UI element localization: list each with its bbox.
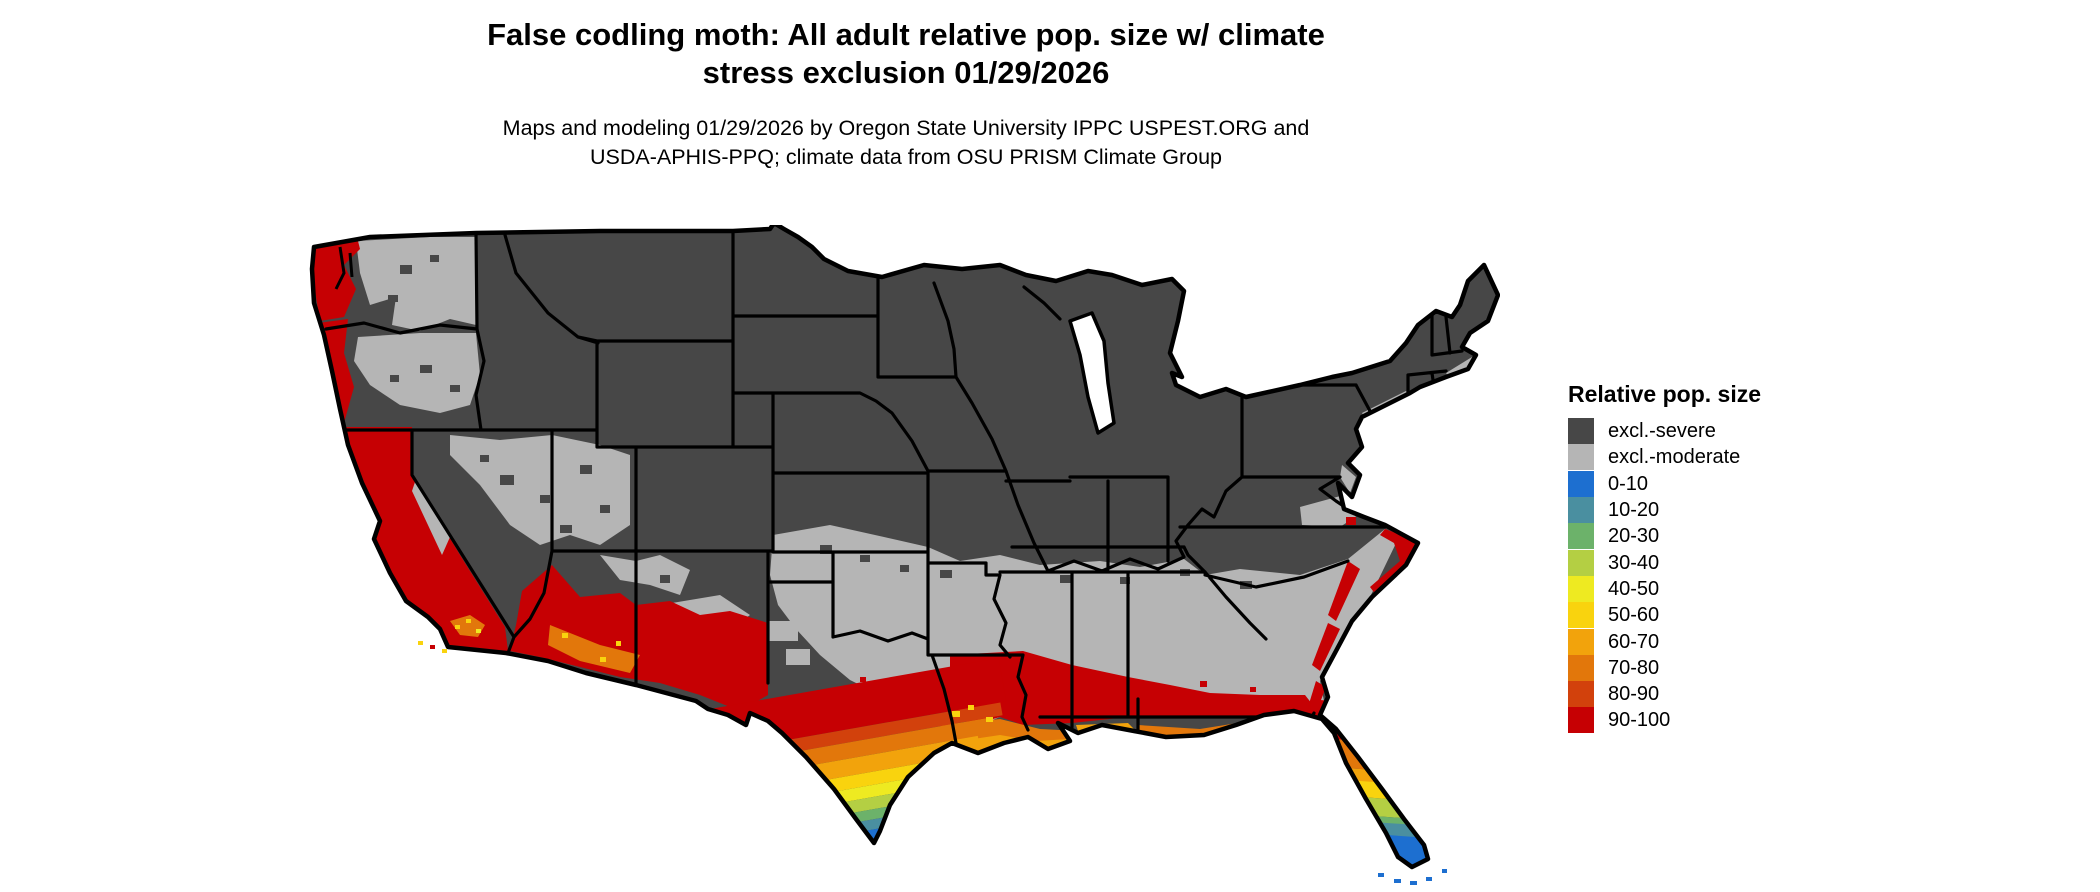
map-region-norfolk-red-dot [1346, 517, 1356, 525]
legend-entry: 40-50 [1568, 575, 1868, 602]
legend-label: 0-10 [1608, 472, 1649, 495]
map-fleck-socal-yellow-1 [455, 625, 460, 629]
map-region-california-red [336, 427, 508, 651]
map-fleck-houston-yellow-3 [986, 717, 993, 722]
map-patch-west-texas-moderate [768, 621, 798, 641]
puget-sound-inlets [334, 246, 354, 290]
legend-entry: 20-30 [1568, 523, 1868, 550]
credits-subtitle: Maps and modeling 01/29/2026 by Oregon S… [0, 114, 1812, 172]
map-region-sierra-moderate-sliver [412, 479, 450, 555]
legend-entry: 10-20 [1568, 497, 1868, 524]
map-region-arizona-orange-blob [548, 625, 640, 673]
lake-michigan [1068, 311, 1116, 435]
map-region-oregon-interior-moderate [354, 333, 480, 413]
legend-swatch [1568, 602, 1594, 629]
page-title: False codling moth: All adult relative p… [0, 16, 1812, 92]
map-fleck-az-yellow-1 [562, 633, 568, 638]
legend-label: 50-60 [1608, 604, 1660, 627]
legend-entry: excl.-moderate [1568, 444, 1868, 471]
legend-label: 70-80 [1608, 656, 1660, 679]
legend-label: 30-40 [1608, 551, 1660, 574]
us-map-svg [300, 225, 1500, 885]
legend-swatch [1568, 418, 1594, 445]
legend-entry: 60-70 [1568, 628, 1868, 655]
map-region-florida-gradient [1298, 699, 1456, 867]
legend-label: 40-50 [1608, 577, 1660, 600]
map-region-carolina-coast-red-2 [1312, 623, 1340, 671]
map-fleck-socal-yellow-3 [476, 629, 481, 633]
legend-rows: excl.-severe excl.-moderate 0-10 10-20 20-30… [1568, 418, 1868, 734]
legend-label: 90-100 [1608, 709, 1671, 732]
legend-label: 10-20 [1608, 499, 1660, 522]
map-fleck-socal-yellow-2 [466, 619, 471, 623]
map-region-arizona-highlands-moderate [600, 555, 690, 595]
map-region-gulf-coast-red-band [950, 651, 1316, 725]
map-region-carolina-coast-red-1 [1328, 561, 1360, 621]
legend-label: 60-70 [1608, 630, 1660, 653]
map-region-nevada-utah-moderate [450, 435, 630, 545]
legend-entry: 30-40 [1568, 549, 1868, 576]
map-fleck-az-yellow-2 [600, 657, 606, 662]
legend-label: excl.-severe [1608, 420, 1716, 443]
map-fleck-houston-yellow-1 [952, 711, 960, 717]
map-region-florida-east-teal-blotch [1394, 791, 1406, 806]
map-region-delmarva-moderate [1340, 465, 1356, 493]
map-region-eastern-washington-moderate [356, 237, 476, 331]
legend-label: 20-30 [1608, 525, 1660, 548]
legend-label: excl.-moderate [1608, 446, 1741, 469]
legend-entry: 80-90 [1568, 681, 1868, 708]
channel-islands [418, 641, 447, 653]
map-region-washington-coast-red [312, 233, 360, 321]
subtitle-line-2: USDA-APHIS-PPQ; climate data from OSU PR… [589, 145, 1223, 169]
legend-swatch [1568, 707, 1594, 734]
us-map [300, 225, 1500, 885]
title-line-1: False codling moth: All adult relative p… [487, 17, 1325, 52]
legend-entry: 50-60 [1568, 602, 1868, 629]
legend-entry: excl.-severe [1568, 418, 1868, 445]
map-patch-west-texas-moderate-2 [786, 649, 810, 665]
map-fleck-az-yellow-3 [616, 641, 621, 646]
legend-entry: 0-10 [1568, 470, 1868, 497]
map-texture-dark-speckles [388, 255, 1252, 593]
legend-label: 80-90 [1608, 683, 1660, 706]
legend-swatch [1568, 628, 1594, 655]
map-legend: Relative pop. size excl.-severe excl.-mod… [1568, 381, 1868, 734]
legend-entry: 70-80 [1568, 654, 1868, 681]
legend-swatch [1568, 549, 1594, 576]
title-line-2: stress exclusion 01/29/2026 [702, 55, 1110, 90]
map-region-outer-banks-red [1370, 529, 1418, 595]
legend-swatch [1568, 654, 1594, 681]
legend-swatch [1568, 681, 1594, 708]
legend-entry: 90-100 [1568, 707, 1868, 734]
legend-title: Relative pop. size [1568, 381, 1762, 407]
legend-swatch [1568, 444, 1594, 471]
florida-keys [1378, 869, 1447, 885]
legend-swatch [1568, 470, 1594, 497]
legend-swatch [1568, 523, 1594, 550]
legend-swatch [1568, 497, 1594, 524]
map-fleck-houston-yellow-2 [968, 705, 974, 710]
subtitle-line-1: Maps and modeling 01/29/2026 by Oregon S… [502, 116, 1310, 140]
map-region-southwest-red-band [510, 565, 768, 711]
legend-swatch [1568, 575, 1594, 602]
